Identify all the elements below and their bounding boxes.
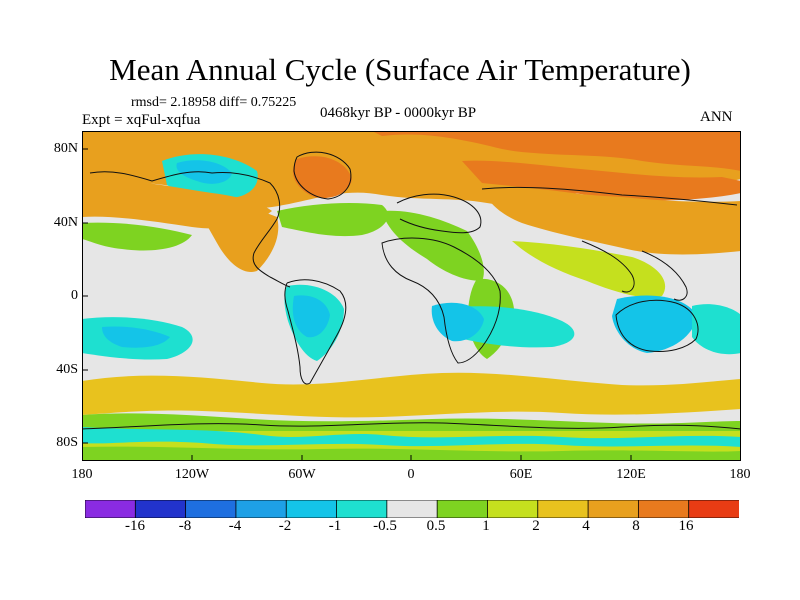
lon-label-180e: 180 bbox=[729, 467, 751, 482]
siberia-warm-region bbox=[462, 160, 741, 201]
south-pacific-blue-band bbox=[102, 326, 170, 348]
coastline-australia bbox=[615, 299, 699, 352]
mediterranean-green-region bbox=[382, 210, 484, 281]
colorbar-swatch bbox=[134, 500, 187, 518]
lon-label-60w: 60W bbox=[288, 467, 316, 482]
colorbar-swatch bbox=[185, 500, 237, 518]
tasman-cool-region bbox=[692, 304, 741, 355]
temperature-anomaly-map bbox=[82, 131, 741, 461]
colorbar-label-neg16: -16 bbox=[125, 518, 145, 534]
coastline-north-america bbox=[89, 171, 291, 288]
coastline-europe bbox=[396, 193, 482, 234]
south-america-blue-region bbox=[292, 295, 330, 338]
experiment-label: Expt = xqFul-xqfua bbox=[82, 112, 201, 128]
southern-ocean-green-band bbox=[82, 413, 741, 431]
greenland-warm-region bbox=[292, 156, 352, 199]
lat-label-0: 0 bbox=[71, 288, 78, 303]
season-label: ANN bbox=[700, 109, 733, 125]
lon-label-60e: 60E bbox=[509, 467, 533, 482]
lat-label-80s: 80S bbox=[56, 435, 78, 450]
colorbar-label-neg1: -1 bbox=[328, 518, 342, 534]
rmsd-diff-stats: rmsd= 2.18958 diff= 0.75225 bbox=[131, 95, 297, 110]
lon-label-120w: 120W bbox=[174, 467, 210, 482]
lon-label-180w: 180 bbox=[71, 467, 93, 482]
coastline-greenland bbox=[293, 151, 352, 200]
antarctica-green-band bbox=[82, 446, 741, 461]
colorbar-swatch bbox=[285, 500, 338, 518]
southern-ocean-yellow-band bbox=[82, 372, 741, 418]
colorbar-swatch bbox=[336, 500, 388, 518]
north-pacific-green-band bbox=[82, 222, 192, 251]
coastline-antarctica bbox=[82, 422, 741, 430]
north-atlantic-green-band bbox=[277, 203, 389, 237]
colorbar-label-neg4: -4 bbox=[228, 518, 242, 534]
coastline-south-america bbox=[284, 279, 347, 385]
colorbar-swatch bbox=[637, 500, 690, 518]
coastlines bbox=[82, 151, 741, 430]
coastline-africa bbox=[381, 237, 501, 364]
lon-label-0: 0 bbox=[407, 467, 415, 482]
north-america-warm-region bbox=[192, 191, 279, 272]
lat-label-40n: 40N bbox=[53, 215, 78, 230]
colorbar-label-neg2: -2 bbox=[278, 518, 292, 534]
colorbar-swatch bbox=[235, 500, 288, 518]
colorbar-label-neg8: -8 bbox=[178, 518, 192, 534]
colorbar-swatch bbox=[587, 500, 640, 518]
colorbar-label-pos2: 2 bbox=[532, 518, 540, 534]
colorbar-swatch bbox=[537, 500, 589, 518]
period-label: 0468kyr BP - 0000kyr BP bbox=[320, 105, 477, 121]
plot-title: Mean Annual Cycle (Surface Air Temperatu… bbox=[109, 52, 691, 87]
southern-africa-blue-region bbox=[431, 302, 484, 342]
colorbar-label-pos4: 4 bbox=[582, 518, 590, 534]
europe-asia-warm-region bbox=[482, 187, 741, 255]
colorbar-label-pos05: 0.5 bbox=[426, 518, 446, 534]
arctic-dark-warm-region bbox=[372, 131, 741, 171]
map-ticks bbox=[82, 148, 632, 461]
lat-label-80n: 80N bbox=[53, 141, 78, 156]
colorbar-label-pos16: 16 bbox=[678, 518, 694, 534]
antarctica-cool-band bbox=[82, 427, 741, 447]
coastline-asia bbox=[481, 186, 738, 301]
south-asia-light-region bbox=[512, 241, 666, 298]
colorbar-swatch bbox=[436, 500, 489, 518]
colorbar-label-neg05: -0.5 bbox=[373, 518, 397, 534]
colorbar bbox=[85, 500, 739, 518]
lon-label-120e: 120E bbox=[616, 467, 646, 482]
colorbar-swatch bbox=[487, 500, 539, 518]
colorbar-label-pos8: 8 bbox=[632, 518, 640, 534]
colorbar-label-pos1: 1 bbox=[482, 518, 490, 534]
colorbar-swatch bbox=[85, 500, 137, 518]
colorbar-swatch bbox=[386, 500, 439, 518]
lat-label-40s: 40S bbox=[56, 362, 78, 377]
australia-cool-region bbox=[612, 295, 697, 353]
colorbar-swatch bbox=[688, 500, 739, 518]
